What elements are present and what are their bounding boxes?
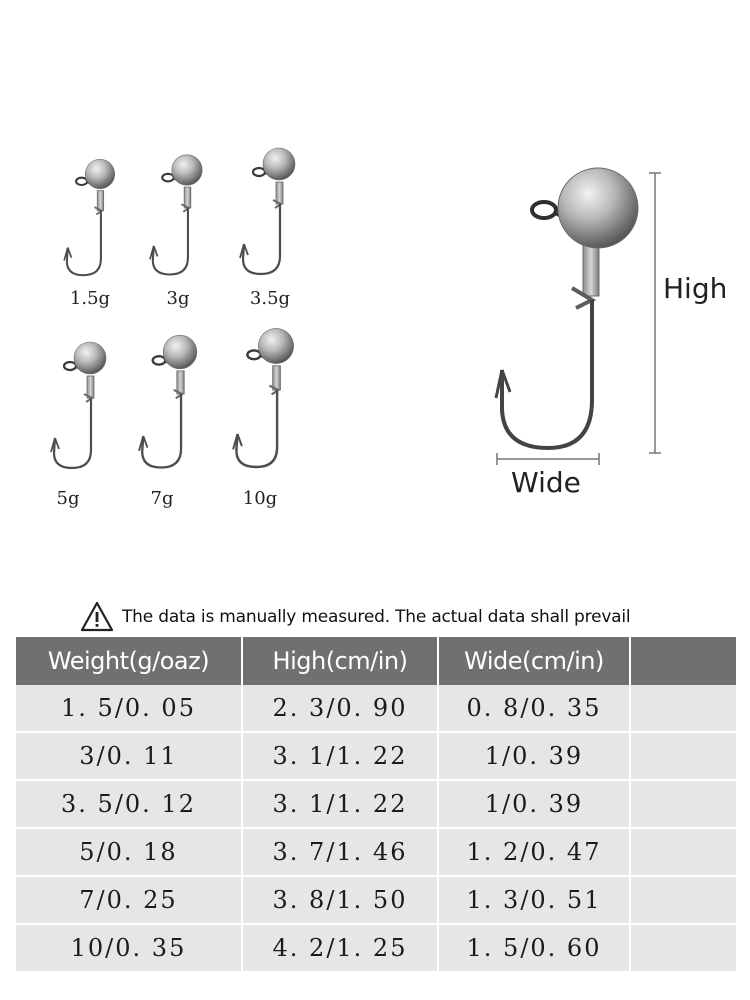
cell-wide: 1. 5/0. 60 xyxy=(438,924,631,973)
cell-weight: 5/0. 18 xyxy=(16,828,243,877)
table-row: 7/0. 25 3. 8/1. 50 1. 3/0. 51 xyxy=(16,876,736,925)
table-row: 5/0. 18 3. 7/1. 46 1. 2/0. 47 xyxy=(16,828,736,877)
cell-wide: 1. 3/0. 51 xyxy=(438,876,631,925)
hook-7g-label: 7g xyxy=(150,488,174,509)
cell-wide: 1/0. 39 xyxy=(438,780,631,829)
cell-weight: 3/0. 11 xyxy=(16,732,243,781)
hook-10g-image xyxy=(231,327,295,469)
cell-weight: 7/0. 25 xyxy=(16,876,243,925)
table-row: 3/0. 11 3. 1/1. 22 1/0. 39 xyxy=(16,732,736,781)
header-empty xyxy=(630,637,736,685)
hook-5g-label: 5g xyxy=(56,488,80,509)
cell-high: 3. 1/1. 22 xyxy=(242,732,439,781)
cell-wide: 1/0. 39 xyxy=(438,732,631,781)
wide-dimension-line xyxy=(496,453,600,465)
cell-empty xyxy=(630,780,736,829)
hook-10g-label: 10g xyxy=(242,488,278,509)
table-row: 1. 5/0. 05 2. 3/0. 90 0. 8/0. 35 xyxy=(16,685,736,733)
cell-weight: 1. 5/0. 05 xyxy=(16,685,243,733)
hook-7g-image xyxy=(137,334,198,469)
cell-empty xyxy=(630,924,736,973)
cell-high: 3. 1/1. 22 xyxy=(242,780,439,829)
cell-high: 3. 7/1. 46 xyxy=(242,828,439,877)
hook-3g-label: 3g xyxy=(166,288,190,309)
spec-table: Weight(g/oaz) High(cm/in) Wide(cm/in) 1.… xyxy=(16,637,736,973)
high-label: High xyxy=(663,272,728,305)
cell-wide: 0. 8/0. 35 xyxy=(438,685,631,733)
hook-1-5g-label: 1.5g xyxy=(69,288,111,309)
hook-3-5g-label: 3.5g xyxy=(249,288,291,309)
cell-weight: 10/0. 35 xyxy=(16,924,243,973)
hook-3-5g-image xyxy=(238,146,297,276)
notice-text: The data is manually measured. The actua… xyxy=(122,607,631,627)
table-header-row: Weight(g/oaz) High(cm/in) Wide(cm/in) xyxy=(16,637,736,685)
measurement-notice: The data is manually measured. The actua… xyxy=(80,600,631,634)
cell-weight: 3. 5/0. 12 xyxy=(16,780,243,829)
cell-empty xyxy=(630,828,736,877)
cell-empty xyxy=(630,732,736,781)
hook-5g-image xyxy=(49,340,108,470)
header-wide: Wide(cm/in) xyxy=(438,637,631,685)
hook-1-5g-image xyxy=(63,158,116,277)
dimension-diagram xyxy=(494,167,639,451)
cell-high: 4. 2/1. 25 xyxy=(242,924,439,973)
warning-icon xyxy=(80,601,114,632)
table-row: 3. 5/0. 12 3. 1/1. 22 1/0. 39 xyxy=(16,780,736,829)
cell-high: 3. 8/1. 50 xyxy=(242,876,439,925)
cell-high: 2. 3/0. 90 xyxy=(242,685,439,733)
cell-wide: 1. 2/0. 47 xyxy=(438,828,631,877)
header-high: High(cm/in) xyxy=(242,637,439,685)
cell-empty xyxy=(630,685,736,733)
wide-label: Wide xyxy=(511,466,581,499)
header-weight: Weight(g/oaz) xyxy=(16,637,243,685)
cell-empty xyxy=(630,876,736,925)
hook-3g-image xyxy=(148,153,204,276)
high-dimension-line xyxy=(649,172,661,454)
table-row: 10/0. 35 4. 2/1. 25 1. 5/0. 60 xyxy=(16,924,736,973)
